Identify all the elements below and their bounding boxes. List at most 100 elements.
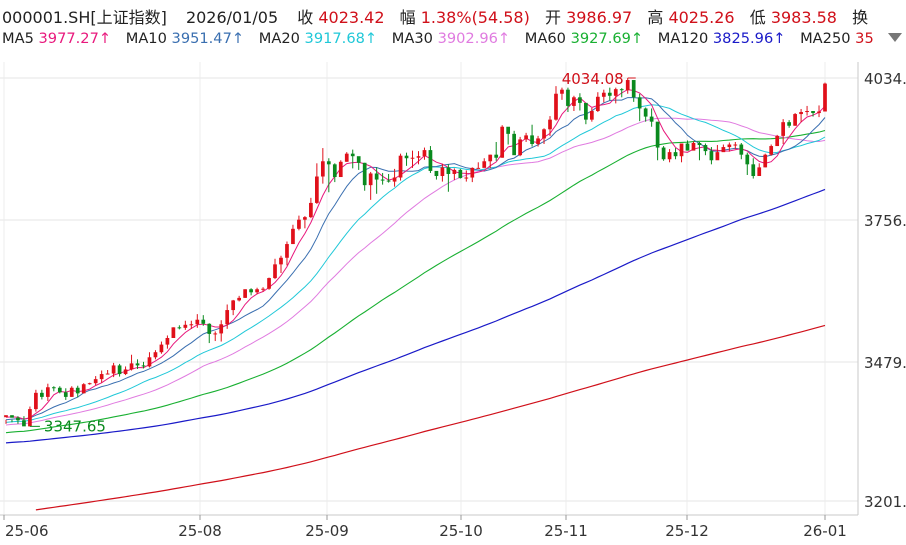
- candle: [518, 136, 522, 157]
- turnover-label: 换: [852, 8, 869, 27]
- candle: [733, 141, 738, 150]
- candle-body: [195, 319, 200, 325]
- candle: [715, 145, 720, 161]
- x-tick-label: 25-09: [305, 522, 349, 540]
- candle-body: [524, 135, 528, 140]
- candle-body: [727, 144, 732, 148]
- low-label: 低: [749, 8, 766, 27]
- candle: [141, 361, 146, 369]
- candle: [63, 388, 68, 400]
- x-tick-label: 26-01: [803, 522, 847, 540]
- candle: [434, 170, 439, 180]
- y-tick-label: 4034.: [864, 70, 906, 88]
- candle-body: [183, 324, 188, 328]
- candle: [805, 105, 809, 116]
- security-code[interactable]: 000001.SH[上证指数]: [2, 8, 167, 27]
- candle: [303, 216, 307, 229]
- candle: [763, 153, 768, 168]
- candle-body: [75, 387, 80, 394]
- candle-body: [4, 415, 8, 418]
- candle: [811, 111, 815, 117]
- candle-body: [446, 167, 451, 174]
- candle-body: [482, 161, 487, 168]
- ma10-value: 3951.47↑: [171, 30, 245, 47]
- candle-body: [655, 121, 660, 148]
- ma120-label: MA120: [657, 30, 709, 47]
- candle-body: [584, 102, 588, 120]
- close-value: 4023.42: [318, 8, 385, 27]
- candle-body: [165, 337, 170, 345]
- candle-body: [87, 383, 92, 385]
- candle: [793, 113, 797, 126]
- candle-body: [243, 289, 247, 298]
- ma20-label: MA20: [258, 30, 300, 47]
- candle-body: [285, 244, 289, 258]
- candle: [111, 362, 116, 378]
- candle-body: [320, 161, 325, 177]
- ma30-value: 3902.96↑: [437, 30, 511, 47]
- y-tick-label: 3756.: [864, 212, 906, 230]
- x-tick-label: 25-06: [5, 522, 49, 540]
- candle-body: [440, 167, 445, 177]
- candle-body: [213, 333, 218, 335]
- candle-body: [619, 89, 624, 91]
- ma-dropdown-icon[interactable]: [888, 33, 902, 42]
- candle-body: [518, 139, 522, 156]
- candle-body: [715, 152, 720, 161]
- candle-body: [823, 83, 827, 112]
- candle: [40, 389, 44, 400]
- candle-body: [153, 352, 158, 358]
- candle-body: [434, 170, 439, 177]
- ma60-label: MA60: [524, 30, 566, 47]
- candle: [10, 415, 14, 423]
- ma20-line: [5, 104, 826, 423]
- candle-body: [326, 161, 331, 165]
- candle-body: [560, 89, 564, 94]
- candle-body: [488, 154, 493, 162]
- candle-body: [177, 327, 182, 329]
- candle: [177, 325, 182, 330]
- candle-body: [793, 114, 797, 126]
- candle: [548, 116, 552, 136]
- candle: [57, 386, 62, 394]
- candle-body: [787, 122, 791, 126]
- low-value: 3983.58: [770, 8, 837, 27]
- candle: [679, 143, 684, 163]
- candle-body: [578, 97, 582, 103]
- candle: [817, 105, 821, 118]
- candle: [87, 382, 92, 385]
- candle: [147, 352, 152, 368]
- candle-body: [117, 365, 122, 375]
- candle: [452, 168, 457, 181]
- candle-body: [69, 387, 74, 397]
- candle-body: [781, 122, 786, 136]
- candle: [482, 158, 487, 168]
- ma120-line: [5, 188, 826, 444]
- quote-summary-row: 000001.SH[上证指数] 2026/01/05 收 4023.42 幅 1…: [2, 4, 868, 28]
- candle: [159, 341, 164, 354]
- candle-body: [458, 169, 463, 179]
- candles: [4, 78, 827, 427]
- candle-body: [625, 80, 630, 91]
- candle: [315, 163, 319, 204]
- candle-body: [380, 179, 385, 181]
- candle-body: [368, 173, 373, 186]
- amplitude-label: 幅: [399, 8, 416, 27]
- candle-body: [661, 147, 666, 160]
- ma20-value: 3917.68↑: [304, 30, 378, 47]
- candle: [721, 144, 726, 153]
- open-value: 3986.97: [566, 8, 633, 27]
- candle-body: [554, 93, 558, 120]
- candle-body: [81, 384, 86, 394]
- x-tick-label: 25-08: [178, 522, 222, 540]
- candle: [4, 415, 8, 424]
- candle-body: [542, 129, 546, 139]
- ma5-value: 3977.27↑: [38, 30, 112, 47]
- candle-body: [225, 310, 230, 325]
- candle-body: [111, 365, 116, 374]
- candle: [243, 289, 247, 298]
- candle-body: [398, 155, 403, 178]
- candle: [195, 314, 200, 328]
- candle-body: [315, 176, 319, 203]
